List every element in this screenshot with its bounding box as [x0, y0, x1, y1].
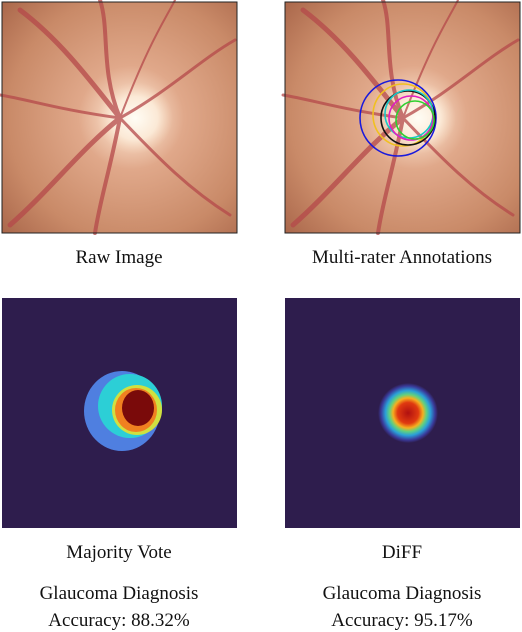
caption: Majority Vote	[66, 542, 171, 563]
result-title: Glaucoma Diagnosis	[323, 583, 482, 604]
caption: DiFF	[382, 542, 422, 563]
diff-map	[285, 298, 520, 528]
raw-image	[0, 0, 238, 233]
result-accuracy: Accuracy: 95.17%	[331, 610, 473, 631]
result-title: Glaucoma Diagnosis	[40, 583, 199, 604]
annotated-image	[283, 0, 521, 233]
caption: Multi-rater Annotations	[312, 247, 492, 268]
result-accuracy: Accuracy: 88.32%	[48, 610, 190, 631]
majority-vote-map	[2, 298, 237, 528]
caption: Raw Image	[75, 247, 162, 268]
